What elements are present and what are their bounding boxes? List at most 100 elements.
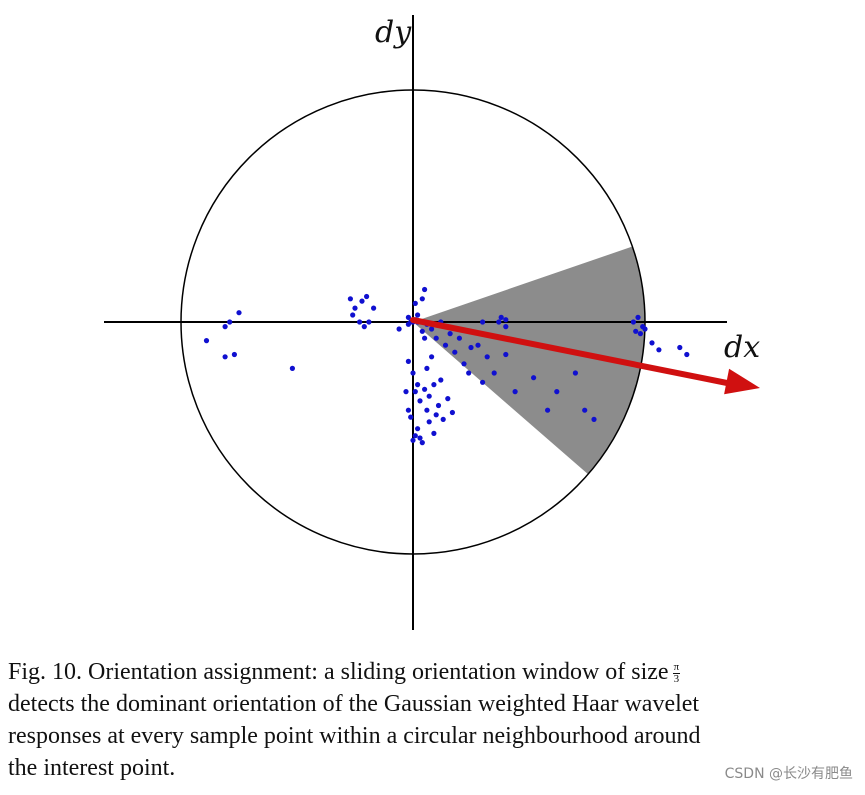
response-point xyxy=(480,379,486,385)
response-point xyxy=(419,296,425,302)
caption-line-4: the interest point. xyxy=(8,755,176,781)
response-point xyxy=(452,349,458,355)
response-point xyxy=(461,361,467,367)
response-point xyxy=(442,342,449,348)
response-point xyxy=(408,414,414,420)
response-point xyxy=(415,382,421,388)
response-point xyxy=(496,319,502,325)
response-point xyxy=(405,314,411,320)
response-point xyxy=(419,440,425,446)
figure-caption: Fig. 10. Orientation assignment: a slidi… xyxy=(8,656,858,784)
x-axis-label: dx xyxy=(724,330,760,365)
y-axis-label: dy xyxy=(375,15,412,50)
response-point xyxy=(656,347,662,353)
response-point xyxy=(422,286,428,293)
response-point xyxy=(371,305,377,311)
response-point xyxy=(677,344,683,351)
dominant-orientation-arrow xyxy=(410,317,735,387)
dominant-orientation-arrowhead xyxy=(724,368,760,395)
response-point xyxy=(591,416,597,422)
response-point xyxy=(445,396,451,402)
response-point xyxy=(440,416,446,422)
response-point xyxy=(361,324,367,330)
response-point xyxy=(222,324,228,330)
response-point xyxy=(433,335,439,341)
response-point xyxy=(424,407,430,413)
response-point xyxy=(289,365,295,371)
response-point xyxy=(512,389,518,395)
response-point xyxy=(637,331,644,337)
response-point xyxy=(352,305,358,311)
response-point xyxy=(412,433,418,439)
caption-line-1-text: Fig. 10. Orientation assignment: a slidi… xyxy=(8,659,669,685)
response-point xyxy=(227,319,233,325)
response-point xyxy=(422,335,428,341)
response-point xyxy=(350,312,356,318)
response-point xyxy=(484,354,490,360)
response-point xyxy=(630,319,637,325)
response-point xyxy=(447,331,453,337)
response-point xyxy=(431,430,437,436)
response-point xyxy=(405,407,411,413)
response-point xyxy=(545,407,551,413)
response-point xyxy=(503,317,509,323)
response-point xyxy=(426,419,432,425)
response-point xyxy=(231,351,237,358)
response-point xyxy=(431,382,437,388)
response-point xyxy=(433,412,439,418)
fraction-numerator: π xyxy=(672,660,681,674)
response-point xyxy=(415,312,421,318)
response-point xyxy=(503,324,509,330)
response-point xyxy=(475,342,481,348)
response-point xyxy=(582,407,588,413)
response-point xyxy=(419,328,425,334)
response-point xyxy=(359,298,365,304)
response-point xyxy=(364,293,370,300)
response-point xyxy=(491,370,497,376)
response-point xyxy=(405,358,411,364)
response-point xyxy=(449,409,455,416)
response-point xyxy=(684,351,690,358)
response-point xyxy=(410,370,416,376)
response-point xyxy=(424,365,430,371)
response-point xyxy=(649,340,655,346)
response-point xyxy=(405,321,411,327)
response-point xyxy=(429,354,435,360)
caption-line-1: Fig. 10. Orientation assignment: a slidi… xyxy=(8,656,858,688)
response-point xyxy=(480,319,486,325)
caption-line-3: responses at every sample point within a… xyxy=(8,723,701,749)
response-point xyxy=(642,326,648,332)
fraction-denominator: 3 xyxy=(673,672,680,685)
response-point xyxy=(417,435,423,441)
response-point xyxy=(357,319,363,325)
response-point xyxy=(236,310,242,316)
response-point xyxy=(412,389,418,395)
response-point xyxy=(417,398,423,404)
response-point xyxy=(412,300,418,306)
response-point xyxy=(396,326,402,332)
response-point xyxy=(456,335,462,341)
response-point xyxy=(468,344,474,351)
response-point xyxy=(422,386,428,392)
response-point xyxy=(366,319,372,325)
response-point xyxy=(554,389,560,395)
response-point xyxy=(633,328,639,334)
orientation-window-sector xyxy=(413,246,646,475)
response-point xyxy=(635,314,641,320)
response-point xyxy=(403,389,409,395)
response-point xyxy=(572,370,579,376)
response-point xyxy=(347,296,353,302)
response-point xyxy=(426,393,432,399)
watermark: CSDN @长沙有肥鱼 xyxy=(724,766,853,782)
response-point xyxy=(435,402,442,409)
response-point xyxy=(438,377,444,383)
response-point xyxy=(429,326,435,332)
caption-line-2: detects the dominant orientation of the … xyxy=(8,691,700,717)
response-point xyxy=(415,426,421,432)
orientation-diagram: dy dx xyxy=(104,15,760,630)
response-point xyxy=(203,338,210,344)
response-point xyxy=(222,354,228,360)
response-point xyxy=(410,437,416,443)
response-point xyxy=(531,375,537,381)
